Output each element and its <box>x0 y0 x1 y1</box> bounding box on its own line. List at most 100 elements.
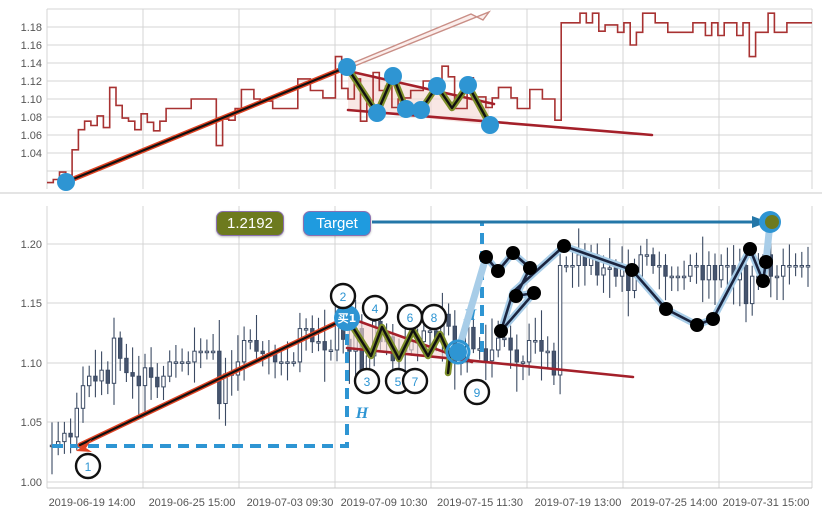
xtick: 2019-07-09 10:30 <box>341 497 428 509</box>
height-bracket-left: H <box>52 318 369 448</box>
ohlc-body <box>564 265 569 268</box>
wave-marker-label: 4 <box>372 302 379 316</box>
top-wave-nodes <box>57 58 499 191</box>
top-ytick: 1.10 <box>21 94 42 106</box>
ohlc-body <box>254 340 259 352</box>
wave-node-4 <box>384 67 402 85</box>
xtick: 2019-07-31 15:00 <box>723 497 810 509</box>
wave-node-8 <box>459 76 477 94</box>
ohlc-body <box>148 367 154 378</box>
ohlc-body <box>638 254 643 277</box>
ohlc-body <box>471 326 476 350</box>
bottom-wave-nodes: 买1 <box>334 305 471 365</box>
buy-signal-node[interactable] <box>334 305 360 331</box>
ohlc-body <box>322 341 327 351</box>
ohlc-body <box>186 361 191 364</box>
target-endpoint-marker[interactable] <box>759 211 781 233</box>
ohlc-body <box>700 265 705 281</box>
ohlc-body <box>557 265 563 376</box>
ohlc-body <box>291 361 296 364</box>
wave-marker-circle <box>329 282 357 310</box>
ohlc-body <box>681 275 687 279</box>
top-ytick: 1.18 <box>21 22 42 34</box>
ohlc-body <box>613 267 619 277</box>
ohlc-body <box>105 369 110 384</box>
bottom-ytick: 1.10 <box>21 358 42 370</box>
ohlc-body <box>508 337 513 351</box>
wave-marker-circle <box>463 378 491 406</box>
bottom-panel-svg: 1.20 1.15 1.10 1.05 1.00 H H <box>21 206 813 509</box>
xtick: 2019-07-03 09:30 <box>247 497 334 509</box>
ohlc-body <box>74 407 79 438</box>
wave-marker-circle <box>401 367 429 395</box>
top-price-line <box>47 12 812 184</box>
xtick: 2019-06-19 14:00 <box>49 497 136 509</box>
wave-node-9-ring <box>445 339 471 365</box>
top-panel-svg: 1.18 1.16 1.14 1.12 1.10 1.08 1.06 1.04 <box>0 8 822 194</box>
xtick: 2019-07-19 13:00 <box>535 497 622 509</box>
ohlc-body <box>93 375 98 382</box>
ohlc-body <box>787 265 792 268</box>
ohlc-body <box>111 337 117 384</box>
bottom-x-axis-labels: 2019-06-19 14:00 2019-06-25 15:00 2019-0… <box>49 497 810 509</box>
wave-node-7 <box>428 77 446 95</box>
ohlc-body <box>496 337 501 351</box>
ohlc-body <box>601 267 606 276</box>
bottom-ytick: 1.15 <box>21 298 42 310</box>
ohlc-body <box>248 340 253 343</box>
wave-node-3 <box>368 104 386 122</box>
ohlc-body <box>285 361 290 364</box>
wave-marker-label: 3 <box>364 375 371 389</box>
ohlc-body <box>489 349 495 362</box>
top-ytick: 1.12 <box>21 76 42 88</box>
ohlc-body <box>774 275 780 279</box>
wave-node-1 <box>57 173 75 191</box>
wave-node-9-blue <box>449 343 467 361</box>
ohlc-body <box>136 375 142 387</box>
xtick: 2019-07-15 11:30 <box>437 497 523 509</box>
ohlc-body <box>204 350 210 354</box>
wave-marker-circle <box>420 303 448 331</box>
ohlc-body <box>650 254 656 266</box>
ohlc-body <box>663 265 668 277</box>
wave-marker-label: 1 <box>85 460 92 474</box>
wave-node-2 <box>338 58 356 76</box>
top-ytick: 1.08 <box>21 112 42 124</box>
ohlc-body <box>421 330 427 343</box>
ohlc-body <box>712 265 718 281</box>
ohlc-body <box>483 348 489 362</box>
ohlc-body <box>551 350 557 376</box>
ohlc-body <box>198 350 203 354</box>
wave-node-6 <box>412 101 430 119</box>
ohlc-body <box>576 254 581 266</box>
ohlc-body <box>297 328 303 363</box>
ohlc-body <box>657 265 662 268</box>
wave-marker-label: 5 <box>395 375 402 389</box>
ohlc-body <box>80 385 86 409</box>
bottom-ytick: 1.20 <box>21 239 42 251</box>
ohlc-body <box>68 432 73 438</box>
ohlc-body <box>446 313 451 327</box>
ohlc-body <box>62 432 67 443</box>
price-badge[interactable]: 1.2192 <box>216 211 284 236</box>
top-ytick: 1.14 <box>21 58 42 70</box>
wave-marker-label: 9 <box>474 386 481 400</box>
target-badge[interactable]: Target <box>303 211 371 236</box>
ohlc-body <box>99 369 104 382</box>
top-ytick: 1.16 <box>21 40 42 52</box>
ohlc-body <box>303 328 309 331</box>
ohlc-body <box>241 340 247 363</box>
ohlc-body <box>161 375 166 388</box>
top-y-axis-labels: 1.18 1.16 1.14 1.12 1.10 1.08 1.06 1.04 <box>21 22 42 160</box>
ohlc-body <box>192 350 197 363</box>
height-label-left: H <box>355 405 369 422</box>
ohlc-body <box>533 340 538 343</box>
ohlc-body <box>743 265 749 305</box>
wave-marker-label: 7 <box>412 375 419 389</box>
ohlc-body <box>210 350 216 354</box>
ohlc-body <box>514 349 519 363</box>
ohlc-body <box>607 267 612 270</box>
wave-labels: 1 2 3 4 5 6 7 8 9 <box>74 282 491 480</box>
ohlc-body <box>644 254 650 257</box>
